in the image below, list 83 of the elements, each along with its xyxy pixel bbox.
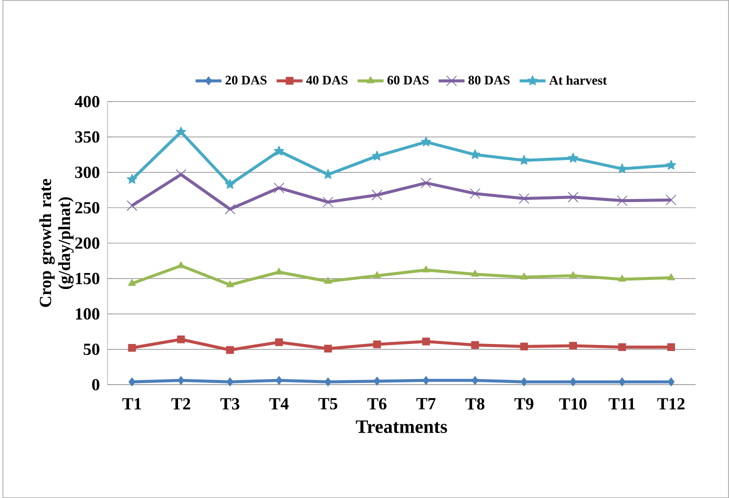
point xyxy=(569,271,577,278)
x-tick-label: T2 xyxy=(171,398,190,410)
point xyxy=(472,376,478,385)
point xyxy=(518,154,530,165)
point xyxy=(177,261,185,268)
y-tick-label: 150 xyxy=(76,272,100,284)
point xyxy=(470,188,480,199)
y-tick-label: 100 xyxy=(76,308,100,320)
x-tick-label: T9 xyxy=(514,398,534,410)
point xyxy=(666,194,676,206)
point xyxy=(667,273,675,280)
point xyxy=(616,195,628,206)
point xyxy=(568,152,578,163)
point xyxy=(276,376,282,385)
point xyxy=(324,377,332,386)
y-tick-label: 50 xyxy=(84,343,100,355)
y-tick-label: 0 xyxy=(92,378,100,390)
x-axis-title: Treatments xyxy=(356,420,448,433)
y-tick-label: 300 xyxy=(75,166,100,178)
y-tick-label: 400 xyxy=(74,96,100,108)
point xyxy=(422,266,430,272)
y-tick-label: 200 xyxy=(75,237,100,249)
point xyxy=(178,376,184,385)
point xyxy=(374,376,380,386)
point xyxy=(568,192,578,202)
point xyxy=(667,343,676,351)
point xyxy=(177,335,185,344)
point xyxy=(618,343,626,351)
point xyxy=(274,146,284,156)
point xyxy=(322,196,334,208)
x-tick-label: T3 xyxy=(220,398,240,410)
x-tick-label: T1 xyxy=(122,398,141,410)
point xyxy=(420,178,432,188)
point xyxy=(372,190,382,200)
point xyxy=(226,280,234,288)
point xyxy=(373,340,381,348)
point xyxy=(520,272,528,280)
point xyxy=(618,377,626,386)
point xyxy=(224,178,236,189)
point xyxy=(226,377,234,386)
legend-label: 80 DAS xyxy=(468,76,510,84)
point xyxy=(126,200,138,211)
point xyxy=(520,377,528,386)
x-tick-label: T12 xyxy=(657,398,685,410)
point xyxy=(128,278,136,286)
point xyxy=(128,344,136,352)
point xyxy=(176,126,186,136)
legend-label: 40 DAS xyxy=(306,76,348,84)
point xyxy=(224,204,236,214)
y-tick-label: 250 xyxy=(75,202,100,214)
point xyxy=(569,342,577,350)
x-tick-label: T7 xyxy=(416,398,436,410)
y-axis-title: Crop growth rate (g/day/plnat) xyxy=(39,178,74,307)
point xyxy=(274,182,284,194)
point xyxy=(324,344,332,352)
point xyxy=(373,271,381,278)
point xyxy=(226,346,234,354)
legend-label: 60 DAS xyxy=(387,76,429,84)
point xyxy=(324,276,332,284)
x-tick-label: T4 xyxy=(269,398,289,410)
point xyxy=(520,342,528,350)
point xyxy=(618,274,626,282)
x-tick-label: T8 xyxy=(465,398,484,410)
point xyxy=(422,338,430,346)
point xyxy=(668,377,675,386)
x-tick-label: T10 xyxy=(559,398,587,410)
legend-label: At harvest xyxy=(549,75,607,85)
point xyxy=(518,193,530,204)
point xyxy=(471,341,479,349)
point xyxy=(128,377,136,386)
x-tick-label: T11 xyxy=(608,398,635,410)
point xyxy=(666,160,676,170)
point xyxy=(420,136,432,146)
point xyxy=(126,174,138,184)
point xyxy=(471,270,479,277)
x-tick-label: T5 xyxy=(318,398,338,410)
point xyxy=(275,338,283,346)
point xyxy=(570,377,576,386)
y-tick-label: 350 xyxy=(75,131,100,143)
x-tick-label: T6 xyxy=(367,398,386,410)
point xyxy=(422,376,430,385)
legend-label: 20 DAS xyxy=(226,76,267,84)
point xyxy=(275,268,283,274)
